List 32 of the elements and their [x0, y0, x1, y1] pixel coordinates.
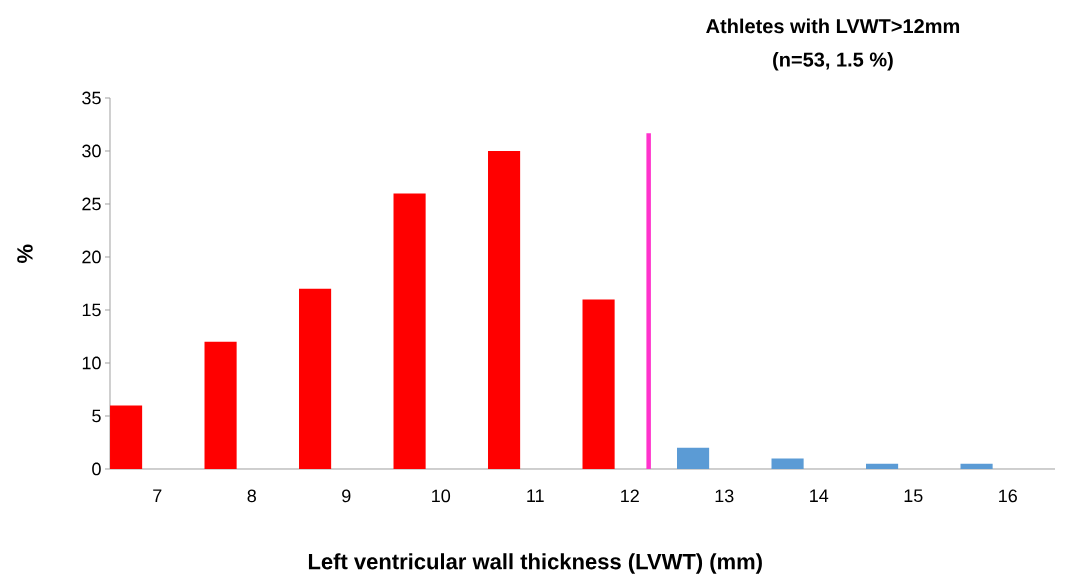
- chart-title: Athletes with LVWT>12mm: [706, 18, 960, 34]
- x-tick-label: 12: [621, 489, 639, 503]
- x-tick-label: 13: [715, 489, 734, 503]
- y-tick-label: 15: [82, 303, 101, 317]
- x-tick-label: 14: [810, 489, 829, 502]
- bar: [960, 463, 993, 469]
- x-tick-label: 7: [153, 489, 162, 502]
- y-tick-label: 35: [82, 91, 101, 105]
- y-axis-title: %: [17, 244, 33, 264]
- bar: [488, 150, 521, 469]
- x-tick-label: 16: [999, 489, 1017, 503]
- x-tick-label: 8: [247, 489, 256, 503]
- x-tick-label: 9: [342, 489, 351, 503]
- bar: [771, 458, 804, 469]
- y-tick-label: 25: [82, 197, 101, 211]
- y-tick-label: 5: [92, 409, 101, 423]
- bar: [204, 341, 237, 469]
- y-tick-label: 20: [82, 250, 101, 264]
- y-tick-label: 10: [82, 356, 101, 370]
- y-tick-label: 0: [92, 462, 101, 476]
- x-tick-label: 15: [904, 489, 923, 503]
- bar: [677, 447, 710, 469]
- bar: [393, 193, 426, 469]
- bar: [110, 405, 143, 469]
- x-axis-title: Left ventricular wall thickness (LVWT) (mm): [308, 553, 762, 574]
- y-tick-label: 30: [82, 144, 101, 158]
- chart-subtitle: (n=53, 1.5 %): [773, 51, 893, 71]
- x-tick-label: 10: [432, 489, 451, 503]
- x-tick-label: 11: [527, 489, 544, 502]
- bar: [299, 288, 332, 469]
- bar: [582, 299, 615, 469]
- bar: [866, 463, 899, 469]
